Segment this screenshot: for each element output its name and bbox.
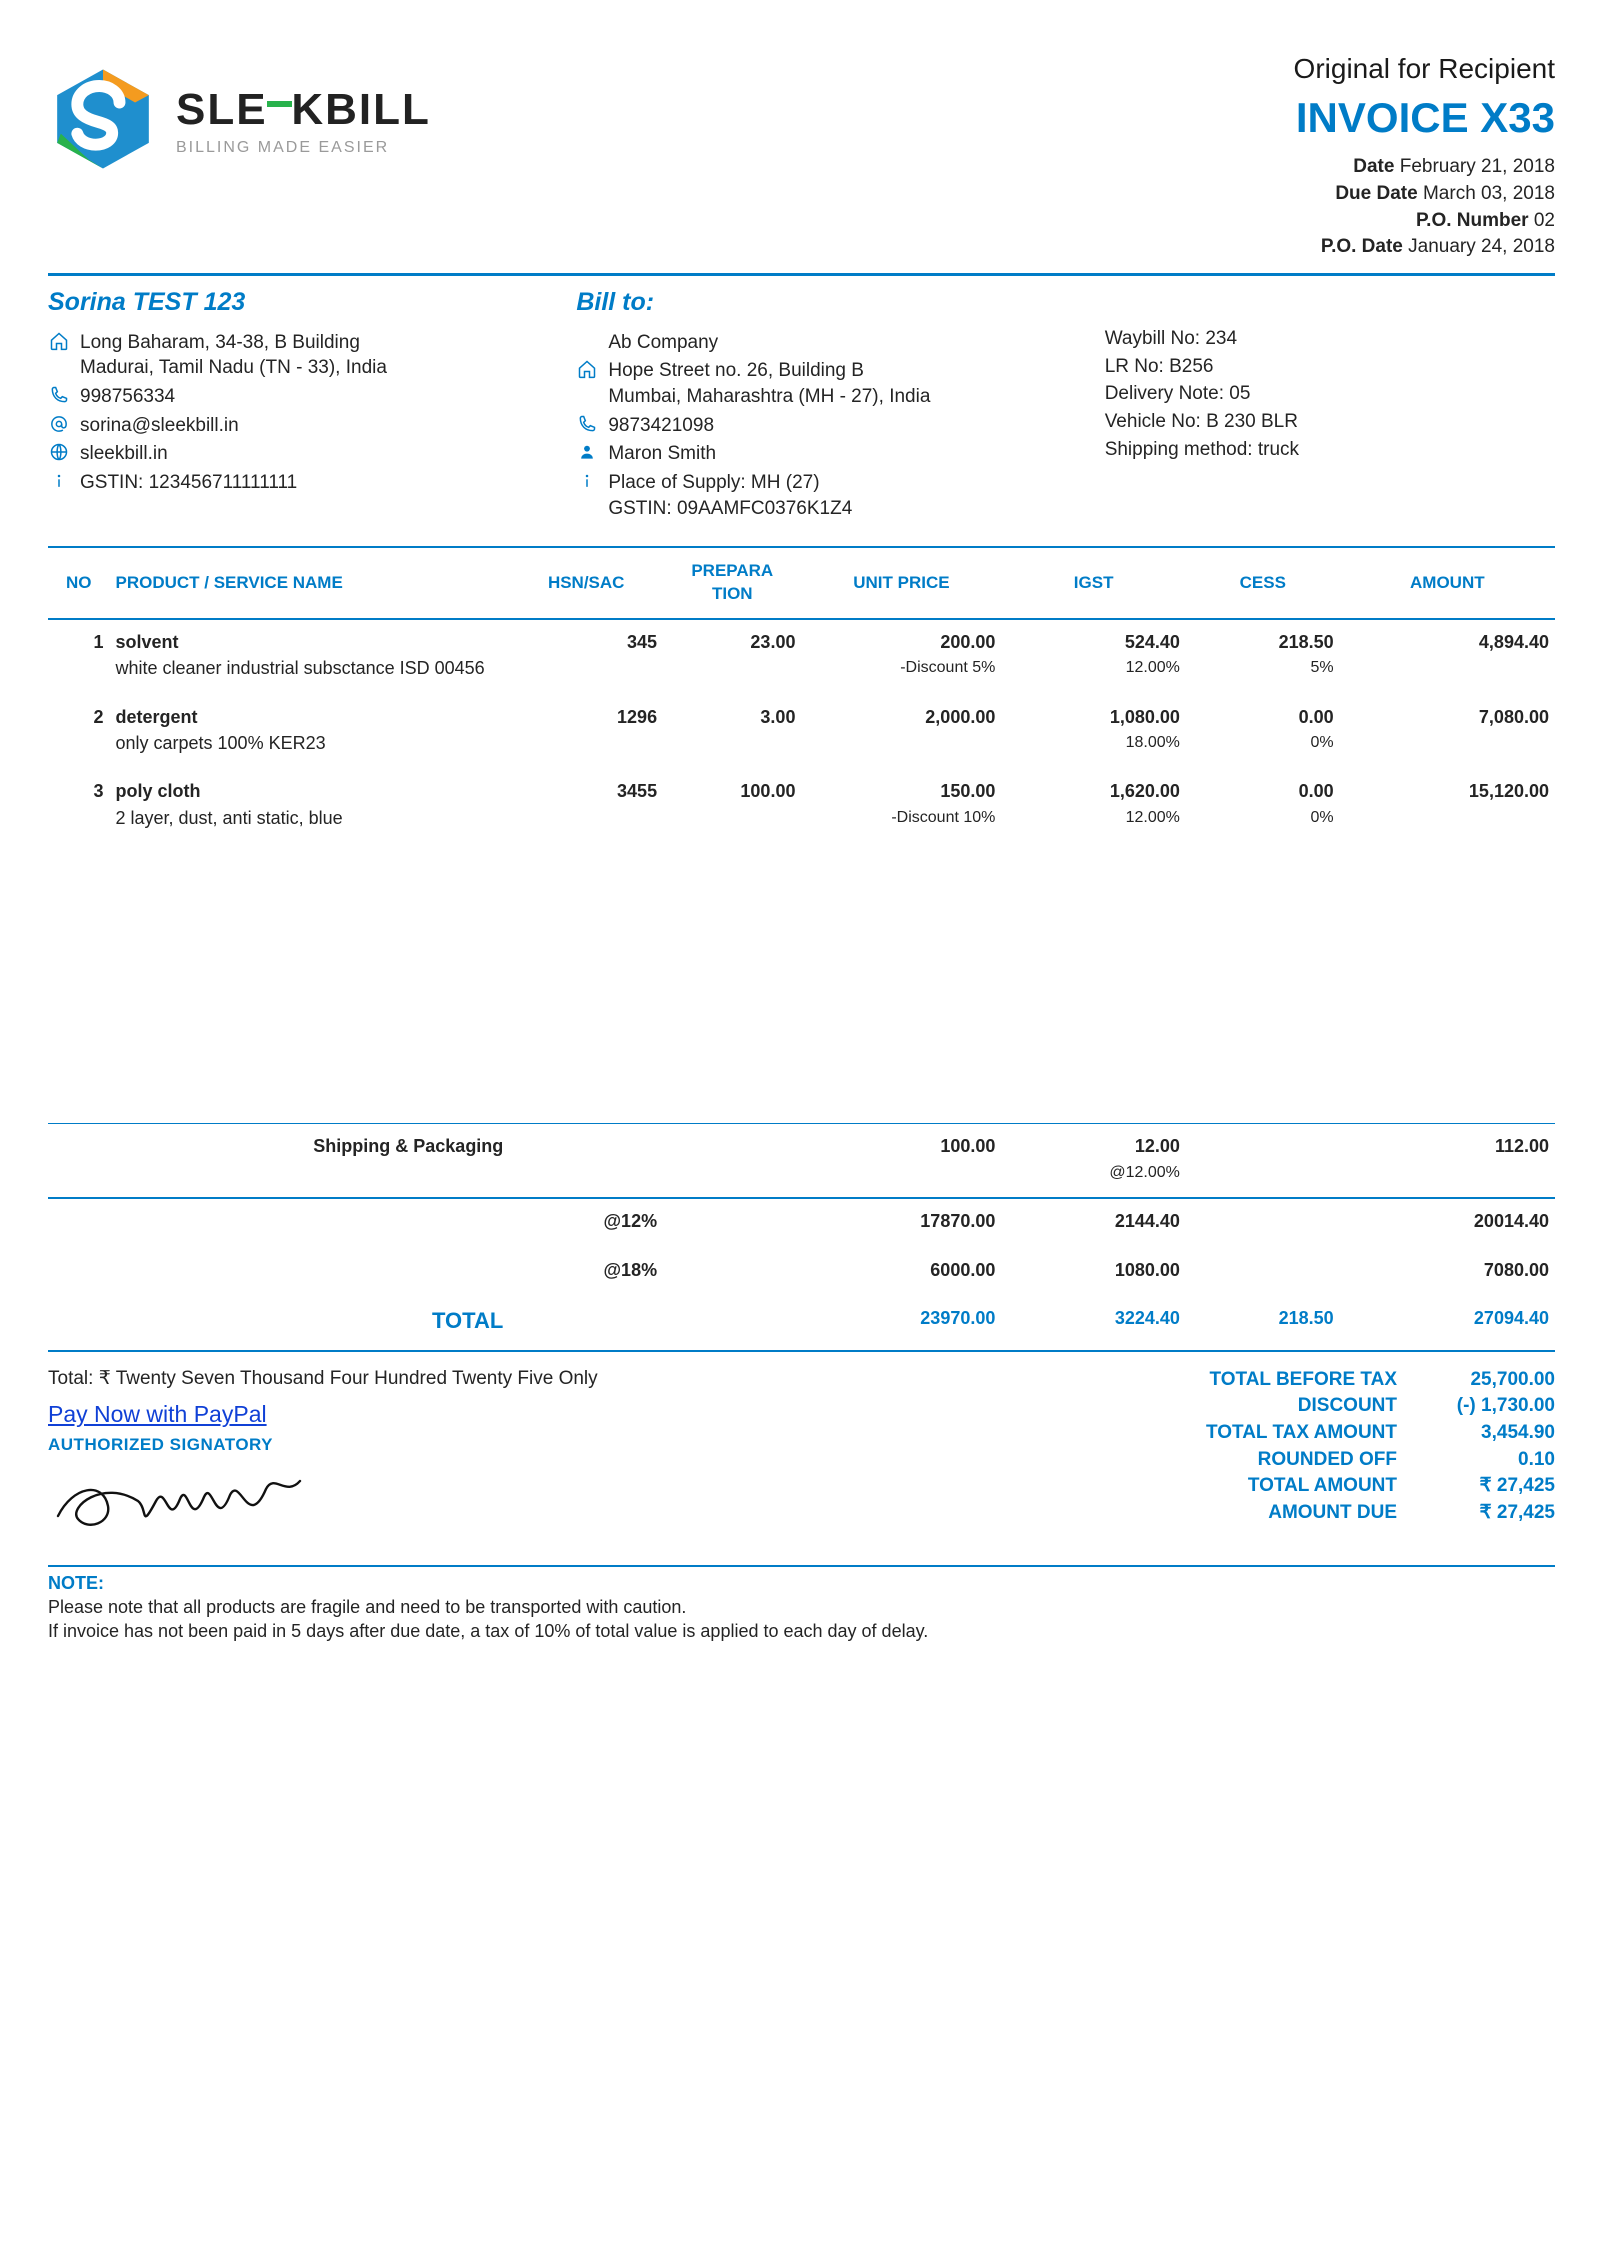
- phone-icon: [48, 384, 70, 406]
- info-icon: [576, 470, 598, 492]
- total-row: TOTAL 23970.00 3224.40 218.50 27094.40: [48, 1296, 1555, 1351]
- tax-breakdown-row-2: @18% 6000.00 1080.00 7080.00: [48, 1248, 1555, 1296]
- parties-section: Sorina TEST 123 Long Baharam, 34-38, B B…: [48, 286, 1555, 524]
- billto-address1: Hope Street no. 26, Building B: [608, 360, 864, 381]
- shipping-block: Waybill No: 234 LR No: B256 Delivery Not…: [1105, 286, 1555, 524]
- note-line-2: If invoice has not been paid in 5 days a…: [48, 1619, 1555, 1643]
- ship-lr: LR No: B256: [1105, 354, 1555, 380]
- tax-breakdown-row-1: @12% 17870.00 2144.40 20014.40: [48, 1198, 1555, 1247]
- from-phone: 998756334: [80, 384, 548, 410]
- recipient-line: Original for Recipient: [1294, 50, 1555, 88]
- billto-supply: Place of Supply: MH (27): [608, 472, 819, 493]
- from-web: sleekbill.in: [80, 441, 548, 467]
- table-row: 2detergentonly carpets 100% KER2312963.0…: [48, 695, 1555, 770]
- col-unit: UNIT PRICE: [801, 547, 1001, 619]
- logo-icon: [48, 64, 158, 174]
- shipping-row: Shipping & Packaging 100.00 12.00@12.00%…: [48, 1124, 1555, 1198]
- from-address1: Long Baharam, 34-38, B Building: [80, 332, 360, 353]
- at-icon: [48, 413, 70, 435]
- ship-vehicle: Vehicle No: B 230 BLR: [1105, 409, 1555, 435]
- from-heading: Sorina TEST 123: [48, 286, 548, 320]
- home-icon: [576, 358, 598, 380]
- note-line-1: Please note that all products are fragil…: [48, 1595, 1555, 1619]
- brand-name: SLEKBILL: [176, 80, 431, 139]
- col-igst: IGST: [1001, 547, 1186, 619]
- summary-block: TOTAL BEFORE TAX25,700.00 DISCOUNT(-) 1,…: [922, 1366, 1555, 1549]
- invoice-meta: Original for Recipient INVOICE X33 Date …: [1294, 50, 1555, 261]
- home-icon: [48, 330, 70, 352]
- brand-tagline: BILLING MADE EASIER: [176, 137, 431, 159]
- col-name: PRODUCT / SERVICE NAME: [109, 547, 509, 619]
- ship-method: Shipping method: truck: [1105, 437, 1555, 463]
- billto-contact: Maron Smith: [608, 441, 1076, 467]
- col-cess: CESS: [1186, 547, 1340, 619]
- billto-address2: Mumbai, Maharashtra (MH - 27), India: [608, 386, 930, 407]
- total-in-words: Total: ₹ Twenty Seven Thousand Four Hund…: [48, 1366, 898, 1392]
- invoice-title: INVOICE X33: [1294, 90, 1555, 147]
- globe-icon: [48, 441, 70, 463]
- billto-gstin: GSTIN: 09AAMFC0376K1Z4: [608, 498, 852, 519]
- person-icon: [576, 441, 598, 463]
- pay-now-link[interactable]: Pay Now with PayPal: [48, 1399, 267, 1430]
- table-row: 3poly cloth2 layer, dust, anti static, b…: [48, 769, 1555, 844]
- from-block: Sorina TEST 123 Long Baharam, 34-38, B B…: [48, 286, 548, 524]
- ship-delivery: Delivery Note: 05: [1105, 381, 1555, 407]
- from-gstin: GSTIN: 123456711111111: [80, 470, 548, 496]
- authorized-signatory-label: AUTHORIZED SIGNATORY: [48, 1434, 898, 1457]
- table-row: 1solventwhite cleaner industrial subscta…: [48, 619, 1555, 695]
- signature-icon: [48, 1461, 308, 1541]
- info-icon: [48, 470, 70, 492]
- billto-phone: 9873421098: [608, 413, 1076, 439]
- invoice-header: SLEKBILL BILLING MADE EASIER Original fo…: [48, 50, 1555, 261]
- footer: Total: ₹ Twenty Seven Thousand Four Hund…: [48, 1366, 1555, 1549]
- from-address2: Madurai, Tamil Nadu (TN - 33), India: [80, 357, 387, 378]
- ship-waybill: Waybill No: 234: [1105, 326, 1555, 352]
- from-email: sorina@sleekbill.in: [80, 413, 548, 439]
- note-heading: NOTE:: [48, 1571, 1555, 1595]
- items-table: NO PRODUCT / SERVICE NAME HSN/SAC PREPAR…: [48, 546, 1555, 1351]
- col-hsn: HSN/SAC: [509, 547, 663, 619]
- billto-company: Ab Company: [608, 330, 1076, 356]
- divider: [48, 273, 1555, 276]
- billto-block: Bill to: Ab Company Hope Street no. 26, …: [576, 286, 1076, 524]
- divider: [48, 1565, 1555, 1567]
- brand-logo: SLEKBILL BILLING MADE EASIER: [48, 64, 431, 174]
- billto-heading: Bill to:: [576, 286, 1076, 320]
- col-no: NO: [48, 547, 109, 619]
- phone-icon: [576, 413, 598, 435]
- col-amount: AMOUNT: [1340, 547, 1555, 619]
- col-prep: PREPARA TION: [663, 547, 801, 619]
